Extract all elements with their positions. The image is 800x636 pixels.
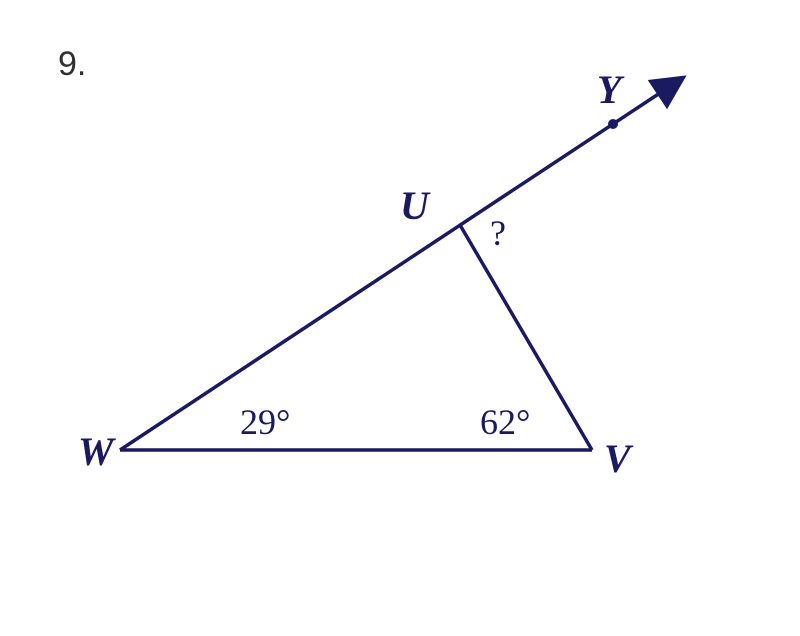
angle-U-ext: ? <box>490 213 506 253</box>
geometry-diagram: W V U Y 29° 62° ? <box>0 0 800 636</box>
angle-V: 62° <box>480 402 530 442</box>
label-W: W <box>78 429 116 474</box>
label-Y: Y <box>597 67 625 112</box>
label-V: V <box>604 436 634 481</box>
ray-dot <box>608 119 618 129</box>
angle-W: 29° <box>240 402 290 442</box>
ray-WUY <box>120 85 672 450</box>
label-U: U <box>400 183 431 228</box>
